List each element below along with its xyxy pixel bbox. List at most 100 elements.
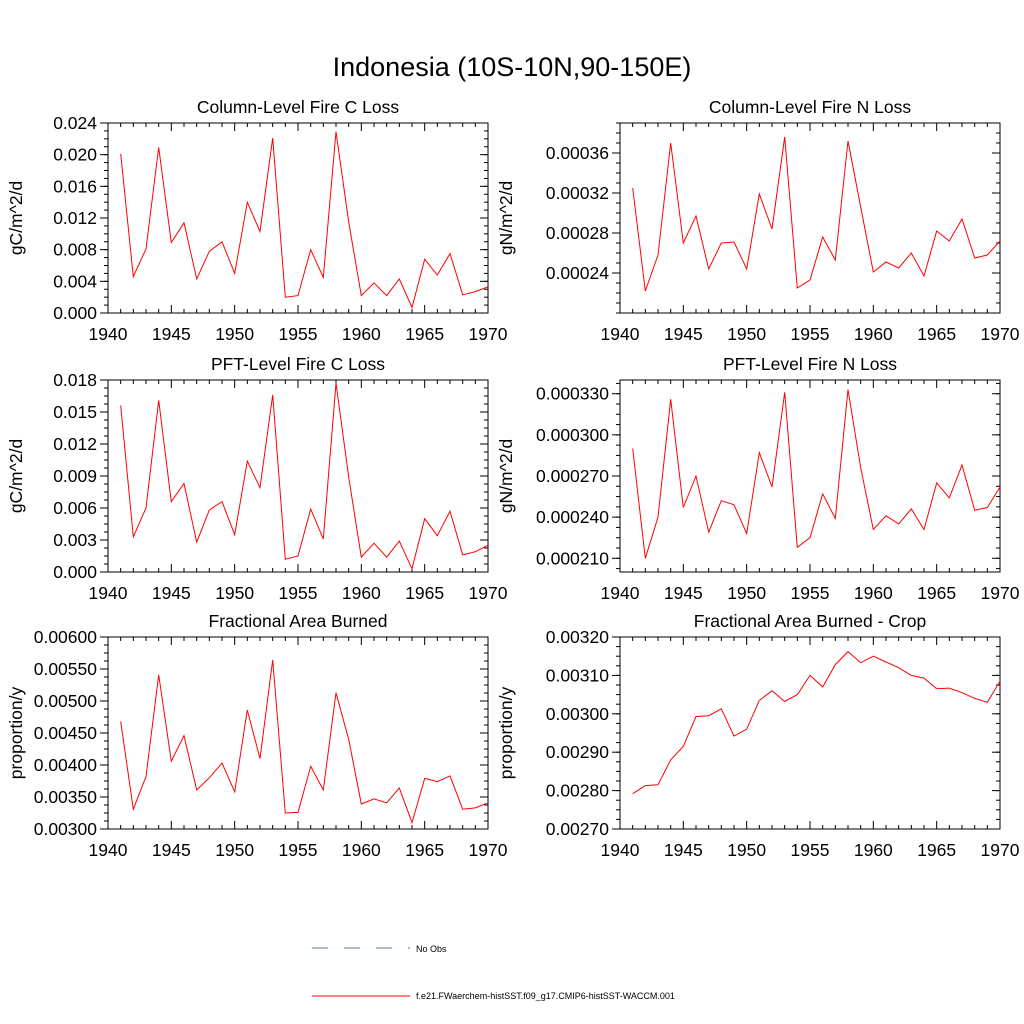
x-tick-label: 1960 [854,324,893,344]
plot-frame [619,636,1001,830]
x-tick-label: 1940 [89,840,128,860]
y-tick-label: 0.000 [53,562,97,582]
y-tick-label: 0.016 [53,176,97,196]
series-line [120,383,489,571]
x-tick-label: 1960 [854,583,893,603]
panels-group: Column-Level Fire C Loss gC/m^2/d 1940 1945… [6,97,1020,860]
x-tick-label: 1955 [791,583,830,603]
series-line [120,131,489,310]
y-tick-label: 0.00600 [34,627,98,647]
x-tick-label: 1970 [981,840,1020,860]
x-tick-label: 1940 [89,324,128,344]
y-tick-label: 0.00032 [546,183,609,203]
x-tick-label: 1940 [89,583,128,603]
panel-5: Fractional Area Burned proportion/y 1940 19… [6,611,508,860]
panel-title: Column-Level Fire C Loss [197,97,400,117]
x-tick-label: 1945 [664,324,703,344]
y-tick-label: 0.000270 [536,466,609,486]
y-tick-label: 0.00280 [546,781,610,801]
panel-2: Column-Level Fire N Loss gN/m^2/d 1940 1945… [496,97,1020,344]
y-axis-label: gC/m^2/d [6,439,26,513]
panel-title: PFT-Level Fire C Loss [211,354,385,374]
x-tick-label: 1940 [601,583,640,603]
y-tick-label: 0.015 [53,402,97,422]
y-tick-label: 0.00300 [546,704,610,724]
legend: No Obs f.e21.FWaerchem-histSST.f09_g17.C… [312,944,675,1001]
x-tick-label: 1960 [342,583,381,603]
x-tick-label: 1950 [727,324,766,344]
series-line [120,659,489,825]
y-tick-label: 0.00036 [546,143,609,163]
x-tick-label: 1950 [215,324,254,344]
y-tick-label: 0.00350 [34,787,98,807]
x-tick-label: 1970 [469,840,508,860]
x-tick-label: 1945 [664,583,703,603]
panel-6: Fractional Area Burned - Crop proportion/… [496,611,1020,860]
x-tick-label: 1955 [279,840,318,860]
y-tick-label: 0.009 [53,466,97,486]
y-tick-label: 0.00024 [546,263,610,283]
y-tick-label: 0.000210 [536,548,609,568]
panel-title: Column-Level Fire N Loss [709,97,912,117]
figure-title: Indonesia (10S-10N,90-150E) [333,52,692,82]
panel-4: PFT-Level Fire N Loss gN/m^2/d 1940 1945 195… [496,354,1020,603]
x-tick-label: 1965 [917,583,956,603]
x-tick-label: 1965 [917,840,956,860]
series-line [632,389,1001,559]
x-tick-label: 1955 [791,324,830,344]
x-tick-label: 1955 [279,583,318,603]
x-tick-label: 1940 [601,324,640,344]
y-tick-label: 0.000330 [536,384,609,404]
y-axis-label: gN/m^2/d [496,181,516,255]
x-tick-label: 1955 [791,840,830,860]
y-tick-label: 0.006 [53,498,97,518]
y-tick-label: 0.012 [53,208,97,228]
plot-frame [107,122,489,314]
legend-label-no-obs: No Obs [416,944,447,954]
x-tick-label: 1960 [342,840,381,860]
series-line [632,650,1001,795]
plot-frame [619,379,1001,573]
series-line [632,136,1001,292]
y-axis-label: gC/m^2/d [6,181,26,255]
legend-label-model: f.e21.FWaerchem-histSST.f09_g17.CMIP6-hi… [416,991,675,1001]
y-axis-label: proportion/y [6,687,26,780]
panel-title: PFT-Level Fire N Loss [723,354,897,374]
plot-frame [107,636,489,830]
x-tick-label: 1965 [917,324,956,344]
x-tick-label: 1945 [152,324,191,344]
x-tick-label: 1945 [152,840,191,860]
y-tick-label: 0.00290 [546,742,610,762]
y-tick-label: 0.000 [53,303,97,323]
y-tick-label: 0.00550 [34,659,98,679]
y-axis-label: gN/m^2/d [496,439,516,513]
x-tick-label: 1940 [601,840,640,860]
x-tick-label: 1945 [664,840,703,860]
y-tick-label: 0.000300 [536,425,609,445]
panel-1: Column-Level Fire C Loss gC/m^2/d 1940 1945… [6,97,508,344]
y-tick-label: 0.00450 [34,723,98,743]
x-tick-label: 1970 [469,324,508,344]
y-tick-label: 0.00300 [34,819,98,839]
y-tick-label: 0.00320 [546,627,610,647]
y-tick-label: 0.00028 [546,223,609,243]
y-tick-label: 0.004 [53,271,97,291]
x-tick-label: 1950 [215,583,254,603]
x-tick-label: 1950 [727,840,766,860]
y-tick-label: 0.008 [53,240,97,260]
y-tick-label: 0.00500 [34,691,98,711]
x-tick-label: 1965 [405,324,444,344]
x-tick-label: 1950 [215,840,254,860]
y-tick-label: 0.00310 [546,665,610,685]
y-tick-label: 0.024 [53,113,97,133]
x-tick-label: 1970 [469,583,508,603]
x-tick-label: 1965 [405,583,444,603]
y-tick-label: 0.00270 [546,819,610,839]
y-tick-label: 0.00400 [34,755,98,775]
y-tick-label: 0.000240 [536,507,609,527]
y-tick-label: 0.012 [53,434,97,454]
x-tick-label: 1955 [279,324,318,344]
panel-title: Fractional Area Burned - Crop [694,611,926,631]
y-tick-label: 0.003 [53,530,97,550]
